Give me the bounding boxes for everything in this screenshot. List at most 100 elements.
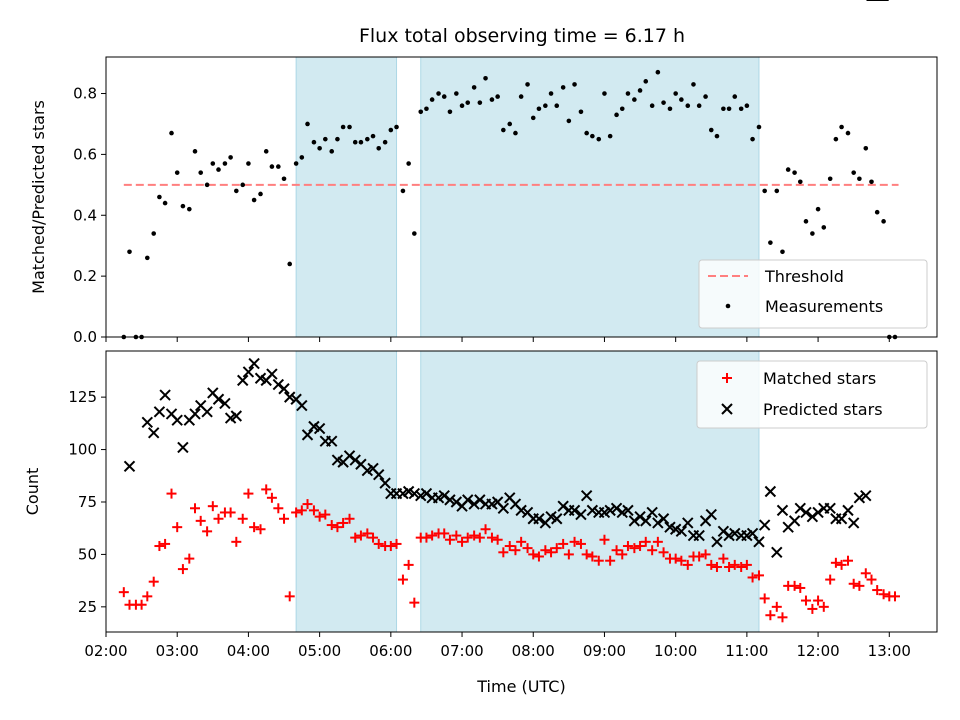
measurement-point [774,188,780,194]
matched-stars-point [154,541,165,552]
x-tick-label: 06:00 [369,642,412,660]
measurement-point [418,109,424,115]
predicted-stars-point [860,489,872,502]
matched-stars-point [866,574,877,585]
matched-stars-point [320,509,331,520]
matched-stars-point [777,612,788,623]
matched-stars-point [771,601,782,612]
measurement-point [127,249,132,255]
measurement-point [738,106,744,112]
matched-stars-point [682,559,693,570]
matched-stars-point [409,597,420,608]
predicted-stars-point [248,357,260,370]
predicted-stars-point [788,515,801,527]
matched-stars-point [225,507,236,518]
top-y-ticks: 0.0 0.2 0.4 0.6 0.8 [73,85,106,346]
matched-stars-point [291,507,302,518]
measurement-point [762,188,767,194]
bottom-y-tick-label: 50 [78,545,97,563]
matched-stars-point [747,572,758,583]
matched-stars-point [344,513,355,524]
measurement-point [174,170,180,175]
predicted-stars-point [853,492,866,504]
predicted-stars-point [497,502,510,514]
measurement-point [797,179,803,185]
measurement-point [400,188,406,194]
matched-stars-point [546,547,557,558]
bottom-shaded-intervals [295,350,760,633]
matched-stars-point [237,513,248,524]
matched-stars-point [706,559,717,570]
measurement-point [495,94,500,99]
matched-stars-point [581,549,592,560]
predicted-stars-point [219,397,231,410]
measurement-point [691,82,696,87]
measurement-point [685,103,691,108]
matched-stars-point [338,517,349,528]
bottom-y-tick-label: 75 [78,493,97,511]
matched-stars-point [355,530,366,541]
predicted-stars-point [812,506,824,519]
legend-predicted-x [721,403,733,415]
measurement-point [827,176,833,182]
predicted-stars-point [693,529,705,542]
matched-stars-point [558,538,569,549]
predicted-stars-point [634,510,646,523]
measurement-point [572,82,577,87]
matched-stars-point [136,599,147,610]
top-plot-marks [121,69,899,340]
predicted-stars-point [148,427,160,439]
x-tick-label: 07:00 [440,642,483,660]
top-y-tick-label: 0.6 [73,145,97,163]
matched-stars-point [213,513,224,524]
bottom-panel: 25 50 75 100 125 02:00 03:00 04:00 05:00 06:00 07… [23,0,938,696]
matched-stars-point [373,538,384,549]
legend-measurements-label: Measurements [765,297,883,316]
matched-stars-point [795,582,806,593]
predicted-stars-point [141,416,154,429]
matched-stars-point [504,541,515,552]
bottom-plot-marks [118,0,900,623]
predicted-stars-point [468,498,480,510]
measurement-point [632,97,637,102]
predicted-stars-point [717,525,730,538]
predicted-stars-point [753,536,765,548]
predicted-stars-point [646,506,658,519]
bottom-y-ticks: 25 50 75 100 125 [68,388,106,616]
predicted-stars-point [675,525,688,538]
matched-stars-point [647,545,658,556]
measurement-point [210,161,216,166]
bottom-y-tick-label: 100 [68,441,97,459]
measurement-point [578,109,584,115]
measurement-point [750,136,755,142]
matched-stars-point [362,528,373,539]
predicted-stars-point [800,506,812,519]
x-tick-label: 08:00 [512,642,555,660]
measurement-point [305,121,310,127]
predicted-stars-point [272,378,285,391]
matched-stars-point [510,545,521,556]
measurement-point [483,76,488,81]
matched-stars-point [266,492,277,503]
measurement-point [269,164,275,169]
measurement-point [251,197,257,203]
predicted-stars-point [230,410,243,422]
matched-stars-point [800,595,811,606]
predicted-stars-point [420,487,433,500]
measurement-point [548,91,554,96]
measurement-point [477,100,483,105]
matched-stars-point [457,536,468,547]
measurement-point [518,94,524,99]
predicted-stars-point [189,408,201,420]
measurement-point [340,124,346,130]
x-tick-label: 04:00 [227,642,270,660]
measurement-point [465,100,471,105]
measurement-point [673,91,678,96]
predicted-stars-point [326,435,338,447]
matched-stars-point [658,547,669,558]
predicted-stars-point [301,429,314,441]
matched-stars-point [522,543,533,554]
top-y-tick-label: 0.4 [73,206,97,224]
bottom-y-axis-label: Count [23,468,42,516]
measurement-point [780,249,785,255]
